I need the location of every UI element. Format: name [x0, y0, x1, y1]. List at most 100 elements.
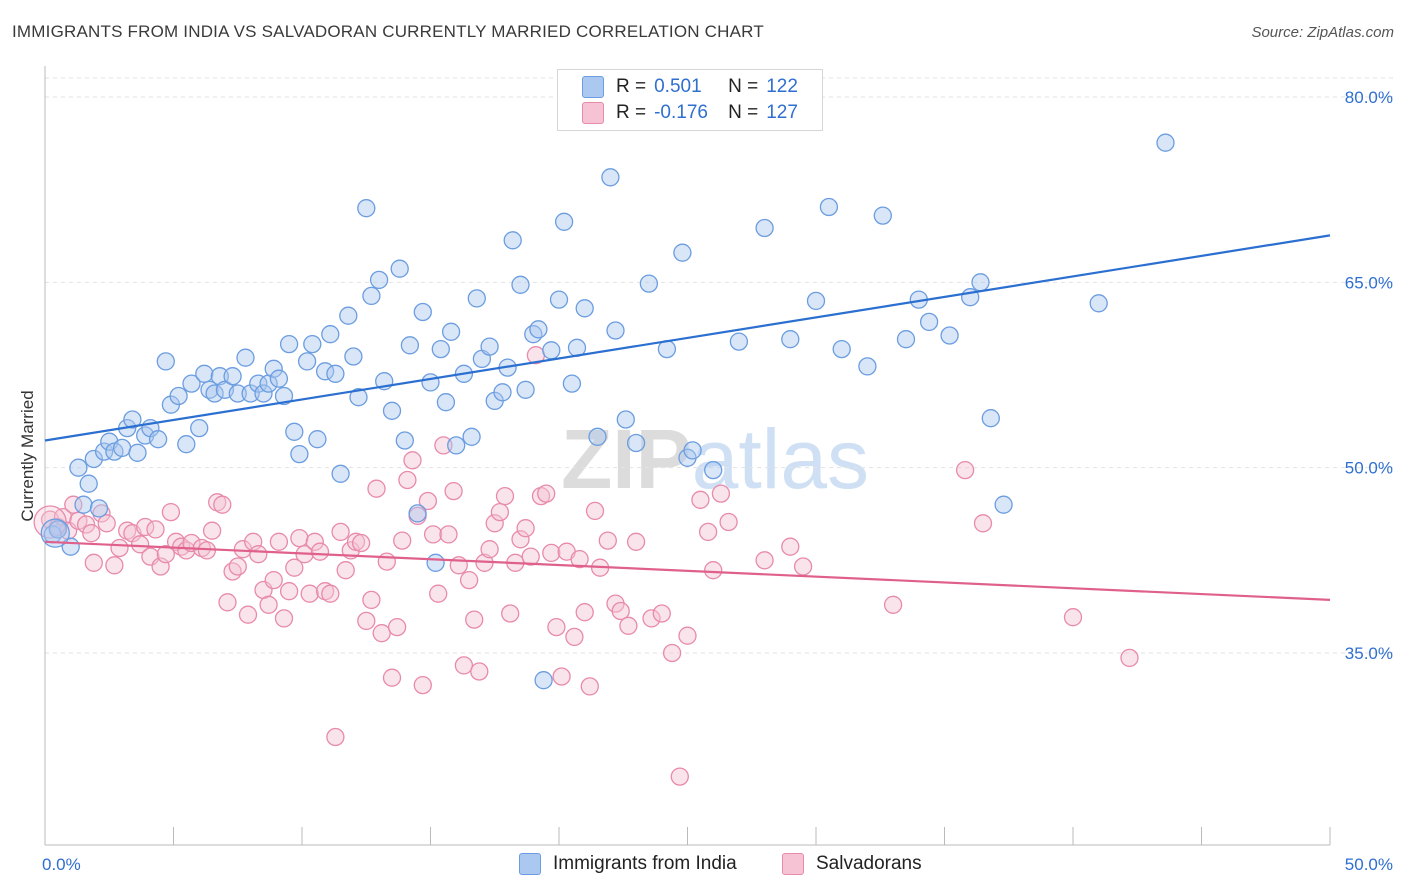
- salvadoran-point: [228, 557, 247, 576]
- india-point: [326, 364, 345, 383]
- india-point: [84, 449, 103, 469]
- india-point: [344, 347, 363, 366]
- india-point: [639, 274, 659, 293]
- salvadoran-point: [213, 495, 232, 514]
- india-point: [297, 352, 317, 371]
- india-point: [524, 325, 543, 344]
- india-point: [40, 518, 70, 548]
- salvadoran-point: [575, 603, 594, 622]
- salvadoran-point: [439, 525, 458, 544]
- india-point: [1156, 133, 1175, 152]
- salvadoran-point: [626, 532, 646, 551]
- salvadoran-point: [537, 484, 556, 503]
- india-swatch: [519, 853, 541, 875]
- india-point: [249, 374, 268, 393]
- salvadoran-point: [495, 486, 515, 506]
- y-axis-label: Currently Married: [18, 390, 37, 521]
- india-point: [357, 199, 376, 218]
- y-tick-label: 35.0%: [1345, 644, 1393, 663]
- salvadoran-point: [92, 504, 111, 523]
- bottom-legend-label: Salvadorans: [816, 853, 922, 874]
- salvadoran-point: [202, 521, 222, 540]
- india-point: [588, 427, 607, 446]
- india-point: [408, 504, 427, 523]
- salvadoran-point: [793, 557, 813, 576]
- india-point: [601, 168, 620, 187]
- india-point: [819, 197, 839, 217]
- india-point: [606, 321, 625, 340]
- india-point: [148, 430, 168, 449]
- india-point: [467, 289, 486, 308]
- r-value: 0.501: [654, 76, 702, 97]
- india-point: [529, 320, 548, 339]
- india-point: [308, 430, 327, 449]
- india-point: [704, 460, 723, 480]
- india-swatch: [582, 76, 604, 98]
- india-point: [426, 553, 445, 572]
- india-point: [940, 326, 959, 345]
- salvadoran-point: [580, 677, 599, 696]
- salvadoran-trend-line: [44, 540, 1331, 601]
- salvadoran-point: [781, 537, 800, 556]
- r-label: R =: [616, 76, 647, 97]
- bottom-legend-label: Immigrants from India: [553, 853, 737, 874]
- salvadoran-point: [249, 545, 268, 564]
- salvadoran-point: [698, 522, 718, 542]
- y-tick-label: 65.0%: [1345, 273, 1393, 292]
- salvadoran-point: [336, 561, 355, 580]
- india-point: [562, 374, 582, 393]
- india-point: [971, 273, 990, 292]
- salvadoran-point: [755, 551, 774, 570]
- salvadoran-point: [598, 531, 617, 550]
- india-point: [981, 409, 1000, 428]
- india-point: [128, 443, 147, 462]
- salvadoran-point: [454, 656, 474, 675]
- salvadoran-point: [269, 532, 289, 551]
- salvadoran-point: [156, 545, 175, 564]
- salvadoran-point: [883, 595, 903, 614]
- india-point: [554, 212, 574, 231]
- india-point: [112, 438, 132, 458]
- india-point: [421, 373, 440, 392]
- salvadoran-point: [444, 481, 463, 501]
- salvadoran-point: [611, 601, 630, 621]
- salvadoran-point: [1063, 608, 1083, 627]
- salvadoran-point: [480, 540, 499, 559]
- salvadoran-point: [82, 524, 101, 543]
- salvadoran-point: [305, 532, 324, 551]
- salvadoran-point: [290, 528, 309, 548]
- india-point: [832, 339, 851, 359]
- salvadoran-point: [97, 514, 116, 533]
- india-point: [516, 380, 535, 399]
- bottom-legend-salvadorans: Salvadorans: [782, 851, 922, 877]
- india-point: [254, 384, 273, 403]
- salvadoran-point: [218, 593, 237, 612]
- india-point: [205, 384, 224, 403]
- salvadoran-point: [393, 531, 412, 550]
- india-point: [210, 367, 229, 386]
- salvadoran-point: [238, 605, 258, 624]
- india-point: [436, 393, 456, 412]
- india-point: [48, 520, 68, 539]
- india-point: [462, 427, 481, 446]
- india-point: [413, 302, 432, 322]
- india-point: [69, 458, 88, 477]
- salvadoran-point: [76, 515, 96, 534]
- salvadoran-point: [64, 495, 83, 514]
- salvadoran-point: [619, 616, 638, 635]
- india-point: [339, 306, 358, 325]
- salvadoran-point: [105, 556, 124, 575]
- n-value: 127: [766, 102, 798, 123]
- salvadoran-point: [321, 584, 340, 603]
- salvadoran-point: [387, 617, 407, 637]
- salvadoran-point: [516, 519, 535, 538]
- salvadoran-point: [642, 609, 661, 628]
- india-point: [290, 444, 309, 464]
- india-point: [195, 364, 214, 383]
- india-point: [241, 384, 260, 403]
- salvadoran-point: [310, 542, 330, 561]
- salvadoran-point: [382, 668, 402, 687]
- india-point: [503, 231, 522, 250]
- bottom-legend-india: Immigrants from India: [519, 851, 737, 877]
